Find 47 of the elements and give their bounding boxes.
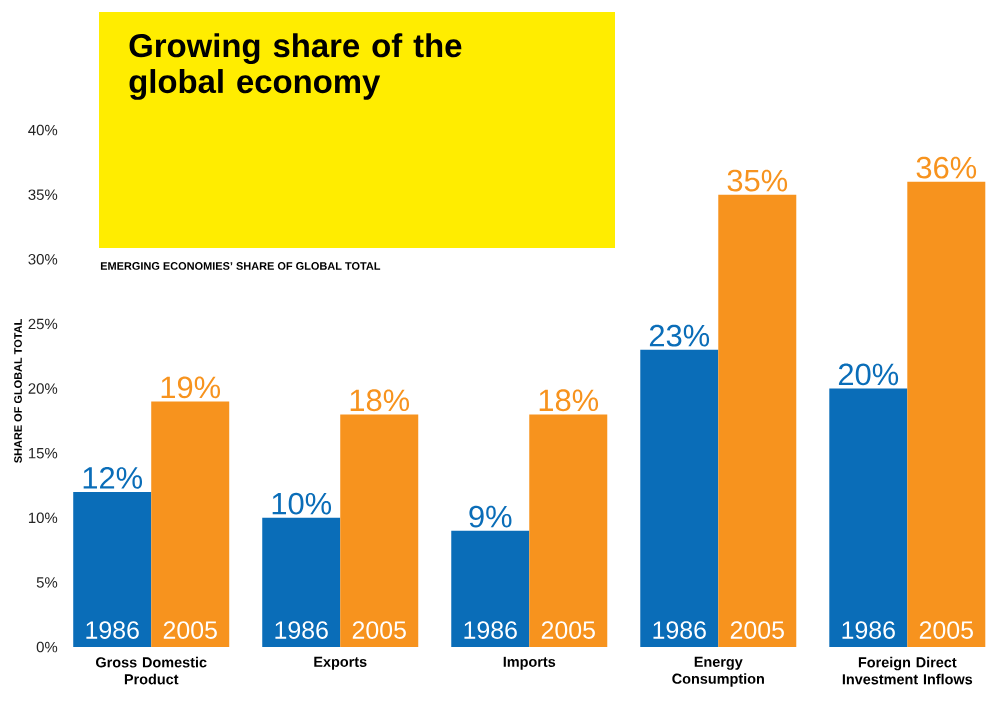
y-tick-label: 20% [28, 383, 58, 394]
data-label: 23% [649, 324, 710, 347]
data-label: 12% [83, 467, 143, 489]
bar [151, 401, 230, 648]
y-tick-label: 30% [28, 254, 58, 265]
data-label: 19% [161, 376, 221, 399]
text: 1986 [653, 621, 706, 639]
text: 2005 [541, 621, 595, 639]
data-label: 20% [838, 363, 899, 386]
series-label: 1986 [86, 621, 139, 639]
y-tick-label: 10% [28, 512, 58, 524]
text: 2005 [352, 621, 406, 639]
text: 1986 [464, 621, 517, 639]
text: 1986 [842, 621, 895, 639]
y-tick-label: 35% [28, 189, 58, 200]
y-tick-label: 15% [28, 447, 58, 459]
data-label: 35% [727, 169, 788, 192]
y-tick-label: 25% [28, 318, 58, 330]
text: 1986 [275, 621, 328, 639]
text: EMERGING ECONOMIES’ SHARE OF GLOBAL TOTAL [100, 262, 381, 270]
x-tick-label: Imports [503, 656, 556, 670]
bar [829, 388, 908, 648]
data-label: 18% [350, 389, 410, 412]
data-label: 9% [469, 505, 512, 528]
bar [340, 414, 419, 648]
chart-title: Growing share of the global economy [129, 33, 462, 100]
data-label: 36% [916, 156, 977, 179]
bar [529, 414, 608, 648]
y-tick-label: 5% [36, 577, 58, 588]
text: 2005 [919, 621, 973, 639]
bar [718, 194, 797, 648]
x-tick-label: Energy Consumption [672, 656, 764, 687]
bar [262, 517, 341, 648]
bar [640, 349, 719, 648]
bar [451, 530, 530, 648]
x-tick-label: Exports [314, 656, 367, 670]
x-tick-label: Gross Domestic Product [96, 656, 207, 685]
bar [73, 491, 152, 648]
series-label: 2005 [163, 621, 217, 639]
bar [907, 181, 986, 648]
x-tick-label: Foreign Direct Investment Inflows [842, 656, 973, 685]
y-axis-title: SHARE OF GLOBAL TOTAL [14, 319, 22, 463]
data-label: 10% [272, 492, 332, 515]
data-label: 18% [539, 389, 599, 412]
y-tick-label: 0% [36, 641, 58, 653]
text: 2005 [730, 621, 784, 639]
y-tick-label: 40% [28, 124, 58, 136]
